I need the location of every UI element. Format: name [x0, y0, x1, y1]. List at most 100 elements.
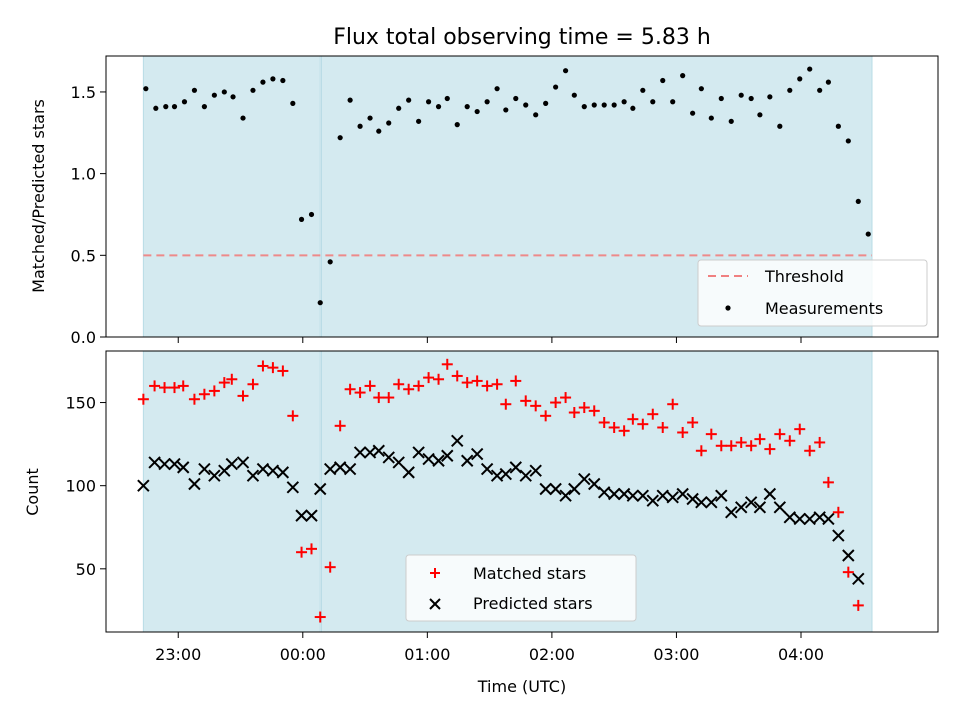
predicted-star-point	[725, 506, 738, 519]
matched-star-point	[842, 566, 854, 578]
matched-star-point	[491, 378, 503, 390]
measurement-point	[211, 92, 217, 98]
matched-star-point	[568, 407, 580, 419]
predicted-star-point	[559, 489, 572, 502]
measurement-point	[367, 115, 373, 121]
matched-star-point	[177, 380, 189, 392]
measurement-point	[317, 300, 323, 306]
matched-star-point	[735, 436, 747, 448]
matched-star-point	[774, 428, 786, 440]
predicted-star-point	[549, 482, 562, 496]
measurement-point	[221, 89, 227, 95]
x-tick-label: 00:00	[280, 645, 326, 664]
predicted-star-point	[266, 464, 280, 477]
predicted-star-point	[382, 451, 395, 464]
measurement-point	[280, 77, 286, 84]
measurement-point	[562, 68, 569, 74]
measurement-point	[270, 76, 276, 82]
matched-star-point	[169, 382, 181, 394]
matched-star-point	[715, 440, 727, 452]
measurement-point	[347, 97, 353, 103]
predicted-star-point	[460, 454, 474, 467]
top-legend-box	[697, 259, 928, 327]
measurement-point	[738, 92, 744, 98]
top-y-axis-label: Matched/Predicted stars	[29, 99, 48, 293]
bottom-legend: Matched stars Predicted stars	[405, 554, 637, 622]
matched-star-point	[677, 426, 689, 438]
bottom-legend-box	[405, 554, 637, 622]
measurement-point	[376, 128, 382, 134]
predicted-star-point	[578, 472, 591, 486]
measurement-point	[503, 107, 509, 113]
matched-star-point	[530, 400, 542, 412]
matched-star-point	[540, 410, 552, 422]
matched-star-point	[794, 423, 806, 435]
matched-star-point	[705, 428, 717, 440]
measurement-point	[581, 104, 587, 110]
predicted-star-point	[323, 462, 337, 476]
measurement-point	[777, 123, 783, 129]
measurement-point	[425, 99, 432, 105]
measurement-point	[621, 99, 627, 105]
predicted-star-point	[372, 444, 385, 457]
measurement-point	[797, 76, 803, 82]
matched-star-point	[423, 372, 435, 384]
matched-star-point	[745, 440, 757, 452]
predicted-star-point	[822, 512, 835, 526]
measurement-point	[650, 99, 656, 105]
matched-star-point	[598, 416, 610, 428]
predicted-star-point	[198, 462, 211, 476]
bottom-x-ticks: 23:00 00:00 01:00 02:00 03:00 04:00	[155, 632, 824, 664]
matched-star-point	[725, 440, 737, 452]
measurement-point	[230, 94, 236, 100]
measurement-point	[171, 104, 178, 110]
predicted-star-point	[715, 489, 728, 502]
measurement-point	[435, 104, 442, 110]
measurement-point	[630, 105, 636, 111]
measurement-point	[143, 86, 149, 92]
matched-star-point	[520, 395, 532, 407]
predicted-star-point	[422, 452, 435, 466]
predicted-star-point	[148, 456, 161, 469]
x-tick-label: 03:00	[653, 645, 699, 664]
predicted-star-point	[763, 487, 777, 501]
predicted-star-point	[295, 509, 308, 522]
matched-star-point	[695, 445, 707, 457]
y-tick-label: 150	[65, 394, 96, 413]
predicted-star-point	[246, 469, 260, 482]
count-points	[137, 358, 865, 623]
y-tick-label: 0.5	[71, 246, 96, 265]
legend-matched-label: Matched stars	[473, 564, 586, 583]
x-tick-label: 01:00	[404, 645, 450, 664]
matched-star-point	[257, 360, 269, 372]
predicted-star-point	[432, 454, 445, 467]
matched-star-point	[218, 377, 230, 389]
measurement-point	[153, 105, 159, 111]
measurement-point	[543, 100, 549, 106]
measurement-point	[728, 118, 734, 124]
matched-star-point	[433, 373, 445, 385]
matched-star-point	[687, 416, 699, 428]
predicted-star-point	[137, 479, 150, 492]
measurement-point	[708, 115, 714, 121]
observing-window-span	[142, 351, 321, 632]
measurement-point	[571, 92, 577, 98]
measurement-point	[474, 108, 480, 115]
matched-star-point	[471, 375, 483, 387]
measurement-point	[337, 135, 343, 141]
measurement-point	[748, 95, 754, 102]
predicted-star-point	[686, 492, 699, 506]
y-tick-label: 1.5	[71, 83, 96, 102]
matched-star-point	[198, 388, 210, 400]
measurement-point	[494, 86, 500, 92]
measurement-point	[807, 66, 813, 72]
matched-star-point	[287, 410, 299, 422]
predicted-star-point	[646, 494, 659, 507]
matched-star-point	[852, 599, 864, 611]
top-legend: Threshold Measurements	[697, 259, 928, 327]
x-tick-label: 04:00	[778, 645, 824, 664]
matched-star-point	[560, 392, 572, 404]
matched-star-point	[344, 383, 356, 395]
predicted-star-point	[168, 457, 181, 471]
